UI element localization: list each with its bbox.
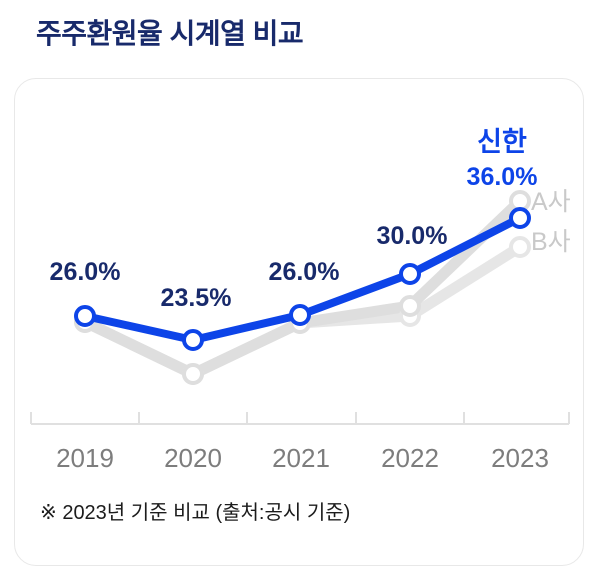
data-label-2023: 36.0% [466,163,538,191]
data-label-2020: 23.5% [160,284,232,312]
data-label-2019: 26.0% [49,258,121,286]
series-label-b: B사 [531,228,571,256]
x-tick-2022: 2022 [381,443,439,473]
x-tick-2021: 2021 [272,443,330,473]
x-tick-2020: 2020 [164,443,222,473]
x-tick-2019: 2019 [56,443,114,473]
x-tick-2023: 2023 [491,443,549,473]
page-title: 주주환원율 시계열 비교 [36,18,304,49]
chart-footnote: ※ 2023년 기준 비교 (출처:공시 기준) [40,502,351,524]
series-label-shinhan: 신한 [477,127,527,157]
data-label-2022: 30.0% [376,222,448,250]
data-label-2021: 26.0% [268,258,340,286]
series-label-a: A사 [531,188,571,216]
